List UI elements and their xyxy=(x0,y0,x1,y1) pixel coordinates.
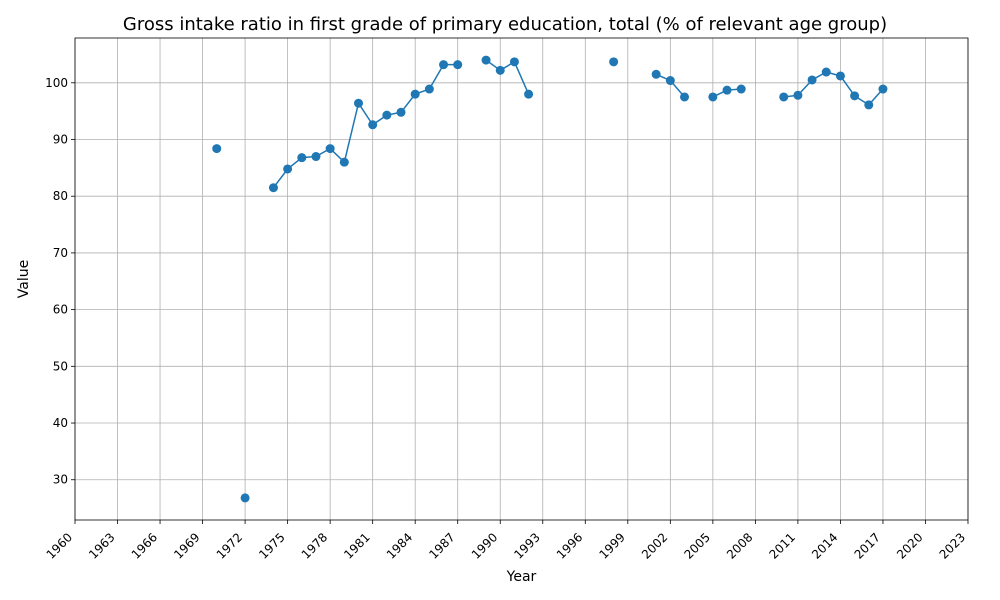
data-point xyxy=(339,157,349,167)
x-tick-label: 1996 xyxy=(554,530,585,561)
x-tick-label: 2023 xyxy=(937,530,968,561)
x-tick-label: 1975 xyxy=(256,530,287,561)
y-tick-label: 90 xyxy=(53,133,68,147)
x-tick-label: 1969 xyxy=(171,530,202,561)
data-point xyxy=(424,84,434,94)
data-point xyxy=(297,153,307,163)
data-point xyxy=(509,57,519,67)
data-point xyxy=(779,92,789,102)
x-axis: 1960 1963 1966 1969 1972 1975 1978 1981 1984 1987… xyxy=(44,520,969,562)
x-tick-label: 2020 xyxy=(894,530,925,561)
x-tick-label: 1960 xyxy=(44,530,75,561)
data-point xyxy=(864,100,874,110)
x-tick-label: 1987 xyxy=(426,530,457,561)
data-point xyxy=(665,76,675,86)
data-point xyxy=(793,90,803,100)
data-point xyxy=(396,107,406,117)
data-point xyxy=(736,84,746,94)
data-point xyxy=(268,183,278,193)
x-tick-label: 1981 xyxy=(341,530,372,561)
data-point xyxy=(821,67,831,77)
data-point xyxy=(609,57,619,67)
data-point xyxy=(878,84,888,94)
y-tick-label: 50 xyxy=(53,359,68,373)
y-tick-label: 30 xyxy=(53,473,68,487)
series-line xyxy=(783,71,884,106)
x-tick-label: 2014 xyxy=(809,530,840,561)
data-point xyxy=(311,152,321,162)
x-tick-label: 1999 xyxy=(596,530,627,561)
x-tick-label: 2017 xyxy=(852,530,883,561)
x-tick-label: 1978 xyxy=(299,530,330,561)
x-tick-label: 2005 xyxy=(681,530,712,561)
data-point xyxy=(708,92,718,102)
series-layer xyxy=(212,55,888,503)
data-point xyxy=(240,493,250,503)
y-tick-label: 70 xyxy=(53,246,68,260)
data-point xyxy=(353,98,363,108)
y-tick-label: 80 xyxy=(53,189,68,203)
y-tick-label: 40 xyxy=(53,416,68,430)
data-point xyxy=(283,164,293,174)
data-point xyxy=(382,110,392,120)
data-point xyxy=(410,89,420,99)
x-tick-label: 2002 xyxy=(639,530,670,561)
data-point xyxy=(680,92,690,102)
data-point xyxy=(453,60,463,70)
data-point xyxy=(651,69,661,79)
data-point xyxy=(325,144,335,154)
y-tick-label: 100 xyxy=(45,76,68,90)
x-tick-label: 2011 xyxy=(767,530,798,561)
data-point xyxy=(481,55,491,65)
data-point xyxy=(722,85,732,95)
data-point xyxy=(495,65,505,75)
y-axis-title: Value xyxy=(16,260,32,298)
x-tick-label: 1966 xyxy=(129,530,160,561)
data-point xyxy=(807,75,817,85)
x-tick-label: 1963 xyxy=(86,530,117,561)
data-point xyxy=(835,71,845,81)
plot-frame xyxy=(74,37,969,521)
data-point xyxy=(368,120,378,130)
x-tick-label: 2008 xyxy=(724,530,755,561)
x-axis-title: Year xyxy=(506,569,537,585)
grid xyxy=(74,38,969,520)
series-line xyxy=(485,59,530,95)
data-point xyxy=(524,89,534,99)
chart-title: Gross intake ratio in first grade of pri… xyxy=(123,14,887,35)
x-tick-label: 1990 xyxy=(469,530,500,561)
y-tick-label: 60 xyxy=(53,303,68,317)
x-tick-label: 1993 xyxy=(511,530,542,561)
y-axis: 30 40 50 60 70 80 90 100 xyxy=(45,76,75,487)
x-tick-label: 1984 xyxy=(384,530,415,561)
data-point xyxy=(850,91,860,101)
data-point xyxy=(439,60,449,70)
data-point xyxy=(212,144,222,154)
x-tick-label: 1972 xyxy=(214,530,245,561)
